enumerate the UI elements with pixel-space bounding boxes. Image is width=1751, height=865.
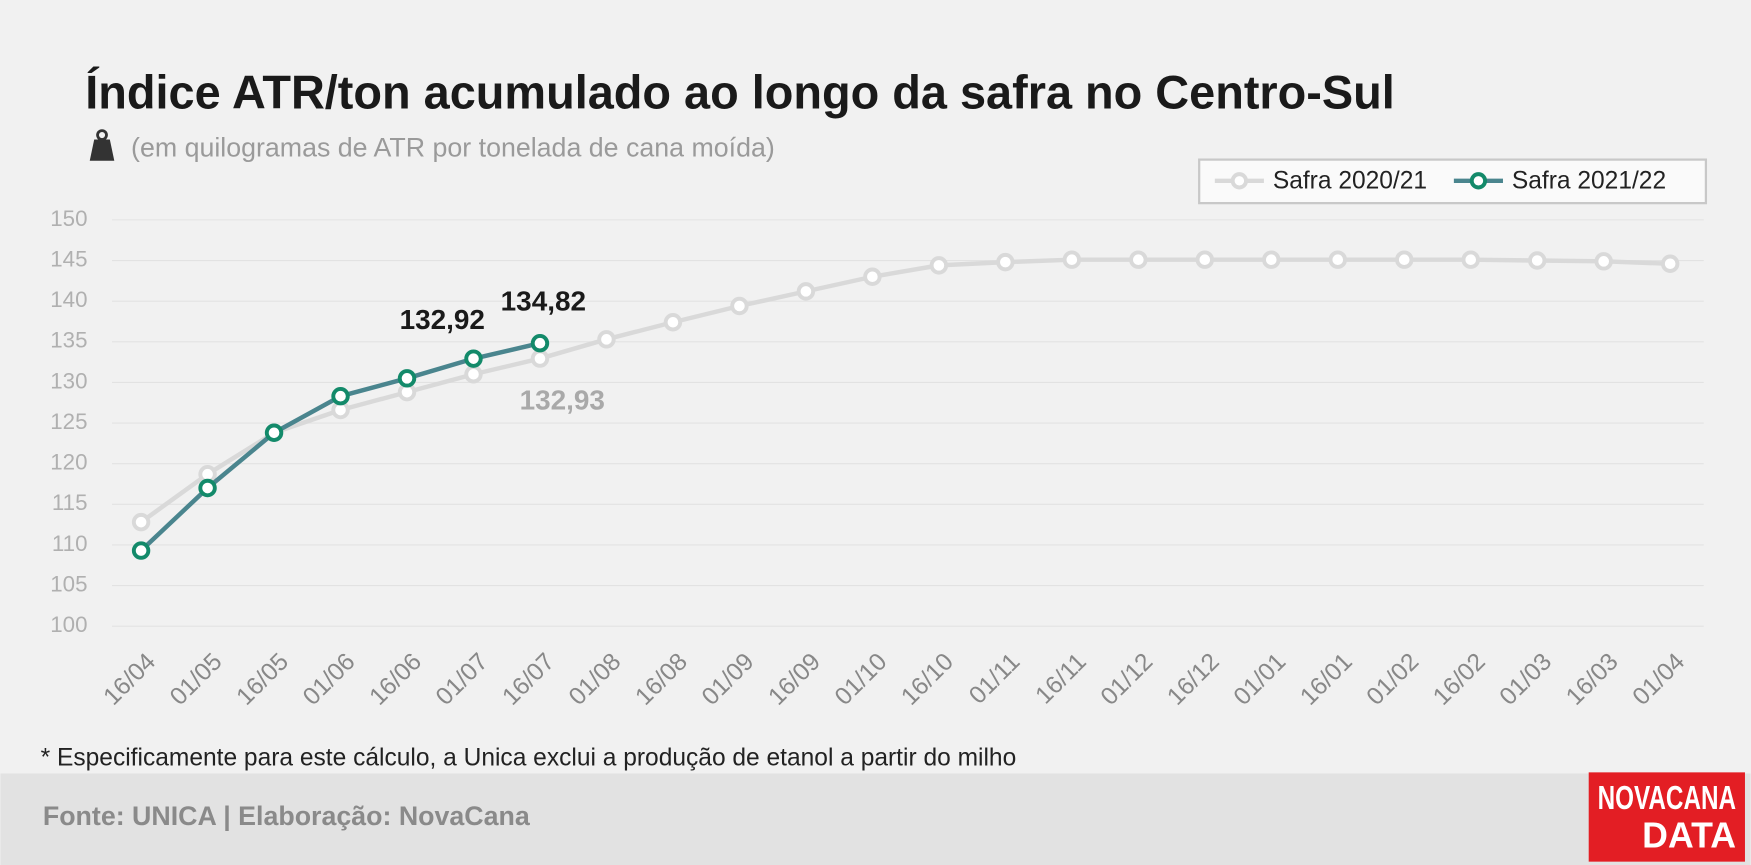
point (1660, 254, 1680, 273)
logo-text: NOVACANA (1598, 780, 1736, 817)
point (530, 349, 550, 368)
y-tick-label: 110 (52, 531, 88, 556)
legend-box (1198, 158, 1708, 205)
point (198, 478, 217, 498)
point (131, 541, 151, 560)
y-tick-label: 120 (50, 450, 87, 475)
point (1129, 250, 1148, 269)
y-tick-label: 140 (50, 287, 87, 312)
value-label: 132,92 (400, 304, 485, 335)
point (1594, 252, 1613, 271)
y-tick-label: 130 (50, 368, 87, 393)
legend-label: Safra 2021/22 (1512, 167, 1666, 194)
legend-label: Safra 2020/21 (1273, 167, 1427, 194)
point (929, 256, 949, 275)
value-label: 134,82 (501, 285, 586, 316)
chart-title: Índice ATR/ton acumulado ao longo da saf… (85, 66, 1395, 118)
point (730, 296, 749, 316)
point (464, 349, 483, 368)
point (1062, 250, 1082, 269)
point (1195, 250, 1215, 269)
point (996, 252, 1015, 272)
point (397, 369, 417, 388)
point (1395, 250, 1414, 269)
legend-marker (1469, 172, 1488, 190)
point (1262, 250, 1281, 269)
note: * Especificamente para este cálculo, a U… (41, 744, 1017, 771)
y-tick-label: 115 (52, 490, 88, 515)
point (1528, 251, 1547, 270)
point (530, 334, 550, 353)
y-tick-label: 145 (50, 246, 87, 271)
point (863, 267, 882, 286)
legend-marker (1230, 172, 1249, 190)
chart-subtitle: (em quilogramas de ATR por tonelada de c… (131, 133, 775, 163)
point (663, 313, 683, 332)
point (264, 423, 284, 442)
y-tick-label: 105 (50, 571, 87, 596)
series-line (139, 257, 1671, 524)
y-tick-label: 135 (50, 328, 87, 353)
footer-band (0, 773, 1751, 865)
point (331, 386, 350, 406)
source: Fonte: UNICA | Elaboração: NovaCana (43, 801, 531, 831)
y-tick-label: 150 (50, 206, 87, 231)
point (597, 330, 616, 349)
y-tick-label: 100 (50, 612, 87, 637)
logo-text: DATA (1642, 816, 1736, 856)
value-label: 132,93 (520, 384, 605, 415)
point (131, 512, 151, 532)
point (1328, 250, 1347, 269)
point (464, 365, 483, 384)
logo-box (1588, 772, 1745, 862)
point (796, 282, 816, 301)
point (1461, 250, 1480, 269)
weight-icon (89, 129, 115, 161)
y-tick-label: 125 (50, 409, 87, 434)
